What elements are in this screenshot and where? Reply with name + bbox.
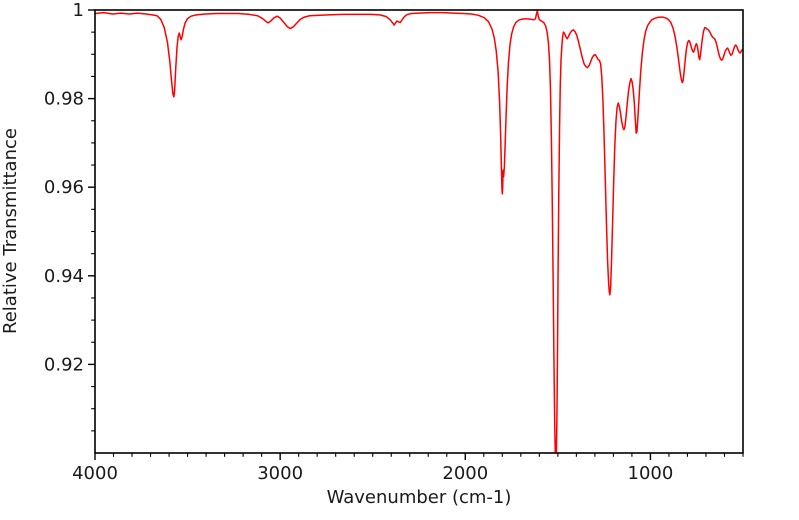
ticks-layer xyxy=(88,9,744,460)
y-tick-label: 0.96 xyxy=(44,177,84,198)
series-layer xyxy=(95,10,743,453)
y-tick-label: 0.98 xyxy=(44,89,84,110)
y-tick-label: 1 xyxy=(73,0,84,21)
tick-labels-layer: 4000 3000 2000 1000 1 0.98 0.96 0.94 0.92 xyxy=(44,0,673,484)
y-tick-label: 0.94 xyxy=(44,266,84,287)
y-tick-label: 0.92 xyxy=(44,354,84,375)
x-tick-label: 2000 xyxy=(442,463,488,484)
spectrum-line xyxy=(95,10,743,453)
x-tick-label: 3000 xyxy=(257,463,303,484)
y-axis-label: Relative Transmittance xyxy=(0,128,21,334)
plot-frame xyxy=(94,9,744,454)
x-tick-label: 4000 xyxy=(72,463,118,484)
x-tick-label: 1000 xyxy=(628,463,674,484)
x-axis-label: Wavenumber (cm-1) xyxy=(327,487,512,508)
